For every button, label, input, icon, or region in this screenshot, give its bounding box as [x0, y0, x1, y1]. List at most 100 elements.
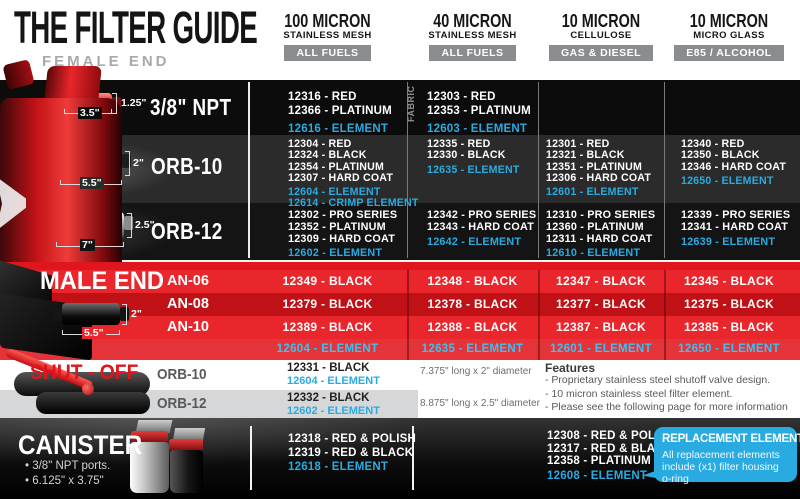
dimension-line: [127, 213, 132, 238]
part-numbers: 12316 - RED 12366 - PLATINUM: [288, 91, 392, 117]
dimension-line: [125, 151, 130, 176]
dimension-height: 2.5": [135, 219, 155, 231]
element-part-numbers: 12616 - ELEMENT: [288, 123, 389, 135]
cell-orb12-cellulose: 12310 - PRO SERIES 12360 - PLATINUM 1231…: [546, 209, 656, 260]
column-micron: 40 MICRON: [433, 11, 512, 31]
part-numbers: 12304 - RED 12324 - BLACK 12354 - PLATIN…: [288, 138, 394, 184]
cell-an10-microglass: 12385 - BLACK: [684, 320, 774, 334]
part-numbers: 12308 - RED & POLISH 12317 - RED & BLACK…: [547, 430, 675, 467]
cell-an06-100: 12349 - BLACK: [282, 274, 373, 288]
canister-divider: [250, 426, 252, 490]
section-divider: [0, 260, 800, 262]
male-row-stripe: [0, 316, 800, 339]
column-micron: 10 MICRON: [561, 11, 641, 31]
dimension-height: 2": [133, 157, 144, 169]
replacement-elements-text: All replacement elements include (x1) fi…: [662, 449, 780, 485]
part-numbers: 12342 - PRO SERIES 12343 - HARD COAT: [427, 209, 537, 233]
replacement-elements-callout: REPLACEMENT ELEMENTS All replacement ele…: [654, 427, 800, 485]
row-label-an06: AN-06: [167, 273, 209, 289]
column-divider: [664, 82, 665, 258]
male-inline-filter-photo: [53, 303, 129, 325]
male-row-stripe: [0, 270, 800, 293]
cell-an08-cellulose: 12377 - BLACK: [556, 297, 646, 311]
fuel-badge: GAS & DIESEL: [548, 45, 654, 61]
fuel-badge: ALL FUELS: [429, 45, 516, 61]
element-part-numbers: 12602 - ELEMENT: [288, 247, 383, 260]
row-label-an10: AN-10: [167, 319, 209, 335]
part-numbers: 12335 - RED 12330 - BLACK: [427, 138, 506, 162]
replacement-elements-title: REPLACEMENT ELEMENTS: [662, 433, 800, 445]
female-row-npt: [0, 80, 800, 135]
dimension-height: 1.25": [121, 97, 147, 109]
fuel-badge: ALL FUELS: [284, 45, 371, 61]
part-numbers: 12303 - RED 12353 - PLATINUM: [427, 91, 531, 117]
part-numbers: 12318 - RED & POLISH 12319 - RED & BLACK: [288, 433, 416, 459]
cell-an06-cellulose: 12347 - BLACK: [556, 274, 646, 288]
canister-photo-chrome: [130, 442, 169, 493]
canister-photo-cap: [169, 439, 203, 451]
features-title: Features: [545, 361, 596, 375]
male-row-stripe: [0, 293, 800, 316]
column-divider: [407, 270, 409, 360]
row-label-shutoff-orb12: ORB-12: [157, 395, 207, 412]
cell-orb10-cellulose: 12301 - RED 12321 - BLACK 12351 - PLATIN…: [546, 138, 651, 199]
size-note: 8.875" long x 2.5" diameter: [420, 398, 540, 409]
cell-an08-microglass: 12375 - BLACK: [684, 297, 774, 311]
part-numbers: 12340 - RED 12350 - BLACK 12346 - HARD C…: [681, 138, 787, 173]
section-title-canister: CANISTER: [18, 430, 143, 460]
section-subtitle-female-end: FEMALE END: [42, 53, 170, 70]
cell-orb10-40: 12335 - RED 12330 - BLACK 12635 - ELEMEN…: [427, 138, 520, 176]
male-element-microglass: 12650 - ELEMENT: [678, 343, 780, 355]
cell-npt-100: 12316 - RED 12366 - PLATINUM 12616 - ELE…: [288, 90, 392, 136]
fabric-note: FABRIC: [406, 85, 416, 123]
shutoff-valve-photo-pivot: [82, 383, 94, 395]
column-media: STAINLESS MESH: [283, 30, 372, 41]
cell-an08-100: 12379 - BLACK: [282, 297, 373, 311]
column-divider: [664, 270, 666, 360]
features-list: - Proprietary stainless steel shutoff va…: [545, 374, 788, 413]
element-part-number: 12604 - ELEMENT: [287, 375, 380, 387]
canister-divider: [412, 426, 414, 490]
cell-an06-microglass: 12345 - BLACK: [684, 274, 774, 288]
dimension-line: [112, 93, 117, 114]
element-part-number: 12602 - ELEMENT: [287, 405, 380, 417]
element-part-numbers: 12603 - ELEMENT: [427, 123, 528, 135]
column-divider: [407, 82, 408, 258]
row-label-orb12: ORB-12: [151, 218, 223, 244]
column-header-10-micron-microglass: 10 MICRON MICRO GLASS E85 / ALCOHOL: [664, 12, 794, 61]
column-media: STAINLESS MESH: [428, 30, 517, 41]
column-header-10-micron-cellulose: 10 MICRON CELLULOSE GAS & DIESEL: [538, 12, 664, 61]
male-elements-stripe: [0, 339, 800, 360]
cell-an10-40: 12388 - BLACK: [427, 320, 518, 334]
column-divider: [538, 82, 539, 258]
dimension-length: 7": [80, 239, 95, 251]
canister-photo-cap: [131, 431, 168, 443]
element-part-numbers: 12610 - ELEMENT: [546, 247, 641, 260]
cell-orb12-40: 12342 - PRO SERIES 12343 - HARD COAT 126…: [427, 209, 537, 248]
female-row-orb12: [0, 203, 800, 260]
column-media: MICRO GLASS: [693, 30, 765, 41]
row-label-an08: AN-08: [167, 296, 209, 312]
cell-an06-40: 12348 - BLACK: [427, 274, 518, 288]
cell-orb12-100: 12302 - PRO SERIES 12352 - PLATINUM 1230…: [288, 209, 397, 260]
dimension-line: [122, 304, 127, 325]
size-note: 7.375" long x 2" diameter: [420, 366, 532, 377]
cell-an10-100: 12389 - BLACK: [282, 320, 373, 334]
cell-orb10-microglass: 12340 - RED 12350 - BLACK 12346 - HARD C…: [681, 138, 787, 187]
male-element-40: 12635 - ELEMENT: [421, 343, 524, 355]
label-column-divider: [248, 82, 250, 258]
element-part-numbers: 12601 - ELEMENT: [546, 186, 639, 199]
header: THE FILTER GUIDE FEMALE END 100 MICRON S…: [0, 0, 800, 80]
cell-orb12-microglass: 12339 - PRO SERIES 12341 - HARD COAT 126…: [681, 209, 790, 248]
element-part-numbers: 12642 - ELEMENT: [427, 235, 522, 248]
part-numbers: 12310 - PRO SERIES 12360 - PLATINUM 1231…: [546, 209, 656, 245]
element-part-numbers: 12604 - ELEMENT 12614 - CRIMP ELEMENT: [288, 186, 419, 210]
column-media: CELLULOSE: [570, 30, 632, 41]
female-row-orb10: [0, 135, 800, 203]
part-number: 12331 - BLACK: [287, 362, 370, 374]
shutoff-valve-photo-body: [36, 392, 150, 414]
element-part-numbers: 12618 - ELEMENT: [288, 461, 389, 473]
row-label-orb10: ORB-10: [151, 153, 223, 179]
section-title-male-end: MALE END: [40, 267, 165, 295]
